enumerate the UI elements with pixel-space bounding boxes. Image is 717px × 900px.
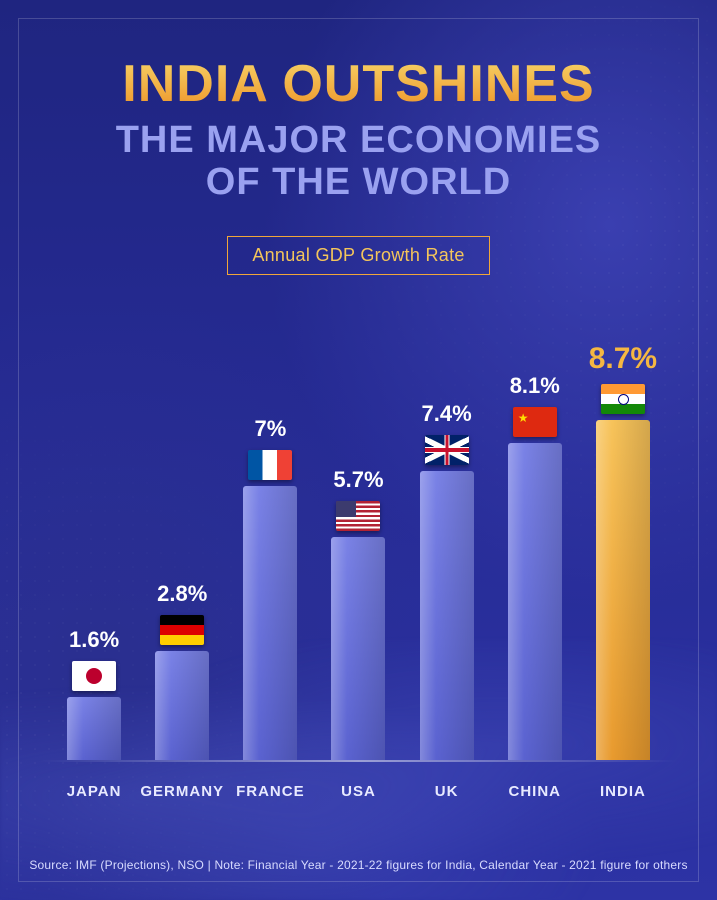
- title-line-1: INDIA OUTSHINES: [122, 54, 594, 114]
- japan-flag-icon: [72, 661, 116, 691]
- bar-label: UK: [403, 783, 491, 800]
- bar-label: JAPAN: [50, 783, 138, 800]
- subtitle-box: Annual GDP Growth Rate: [227, 236, 489, 275]
- bar-col-japan: 1.6%: [50, 627, 138, 760]
- bar: [243, 486, 297, 760]
- title-line-3: OF THE WORLD: [0, 162, 717, 204]
- bar-value: 8.1%: [510, 373, 560, 399]
- uk-flag-icon: [425, 435, 469, 465]
- bar-value: 2.8%: [157, 581, 207, 607]
- bar: [596, 420, 650, 760]
- bar-col-usa: 5.7%: [314, 467, 402, 760]
- chart-baseline: [40, 760, 677, 762]
- bar-value: 1.6%: [69, 627, 119, 653]
- bar-label: GERMANY: [138, 783, 226, 800]
- title-line-2: THE MAJOR ECONOMIES: [0, 120, 717, 162]
- bar-label: CHINA: [491, 783, 579, 800]
- bar-col-uk: 7.4%: [403, 401, 491, 760]
- bar-col-germany: 2.8%: [138, 581, 226, 760]
- gdp-bar-chart: 1.6% 2.8% 7% 5.7% 7.4% 8.1% 8.7%: [50, 330, 667, 760]
- bar-value: 8.7%: [589, 342, 657, 376]
- germany-flag-icon: [160, 615, 204, 645]
- china-flag-icon: [513, 407, 557, 437]
- bar-label: FRANCE: [226, 783, 314, 800]
- bar-col-india: 8.7%: [579, 342, 667, 760]
- source-text: Source: IMF (Projections), NSO | Note: F…: [0, 858, 717, 872]
- bar: [155, 651, 209, 760]
- bar: [67, 697, 121, 760]
- bar: [508, 443, 562, 760]
- bar-label: INDIA: [579, 783, 667, 800]
- bar-value: 7%: [254, 416, 286, 442]
- bar-col-france: 7%: [226, 416, 314, 760]
- bar-col-china: 8.1%: [491, 373, 579, 760]
- bar: [420, 471, 474, 760]
- bar-value: 7.4%: [422, 401, 472, 427]
- france-flag-icon: [248, 450, 292, 480]
- bar: [331, 537, 385, 760]
- chart-labels-row: JAPANGERMANYFRANCEUSAUKCHINAINDIA: [50, 783, 667, 800]
- usa-flag-icon: [336, 501, 380, 531]
- title-block: INDIA OUTSHINES THE MAJOR ECONOMIES OF T…: [0, 0, 717, 275]
- bar-value: 5.7%: [333, 467, 383, 493]
- india-flag-icon: [601, 384, 645, 414]
- bar-label: USA: [314, 783, 402, 800]
